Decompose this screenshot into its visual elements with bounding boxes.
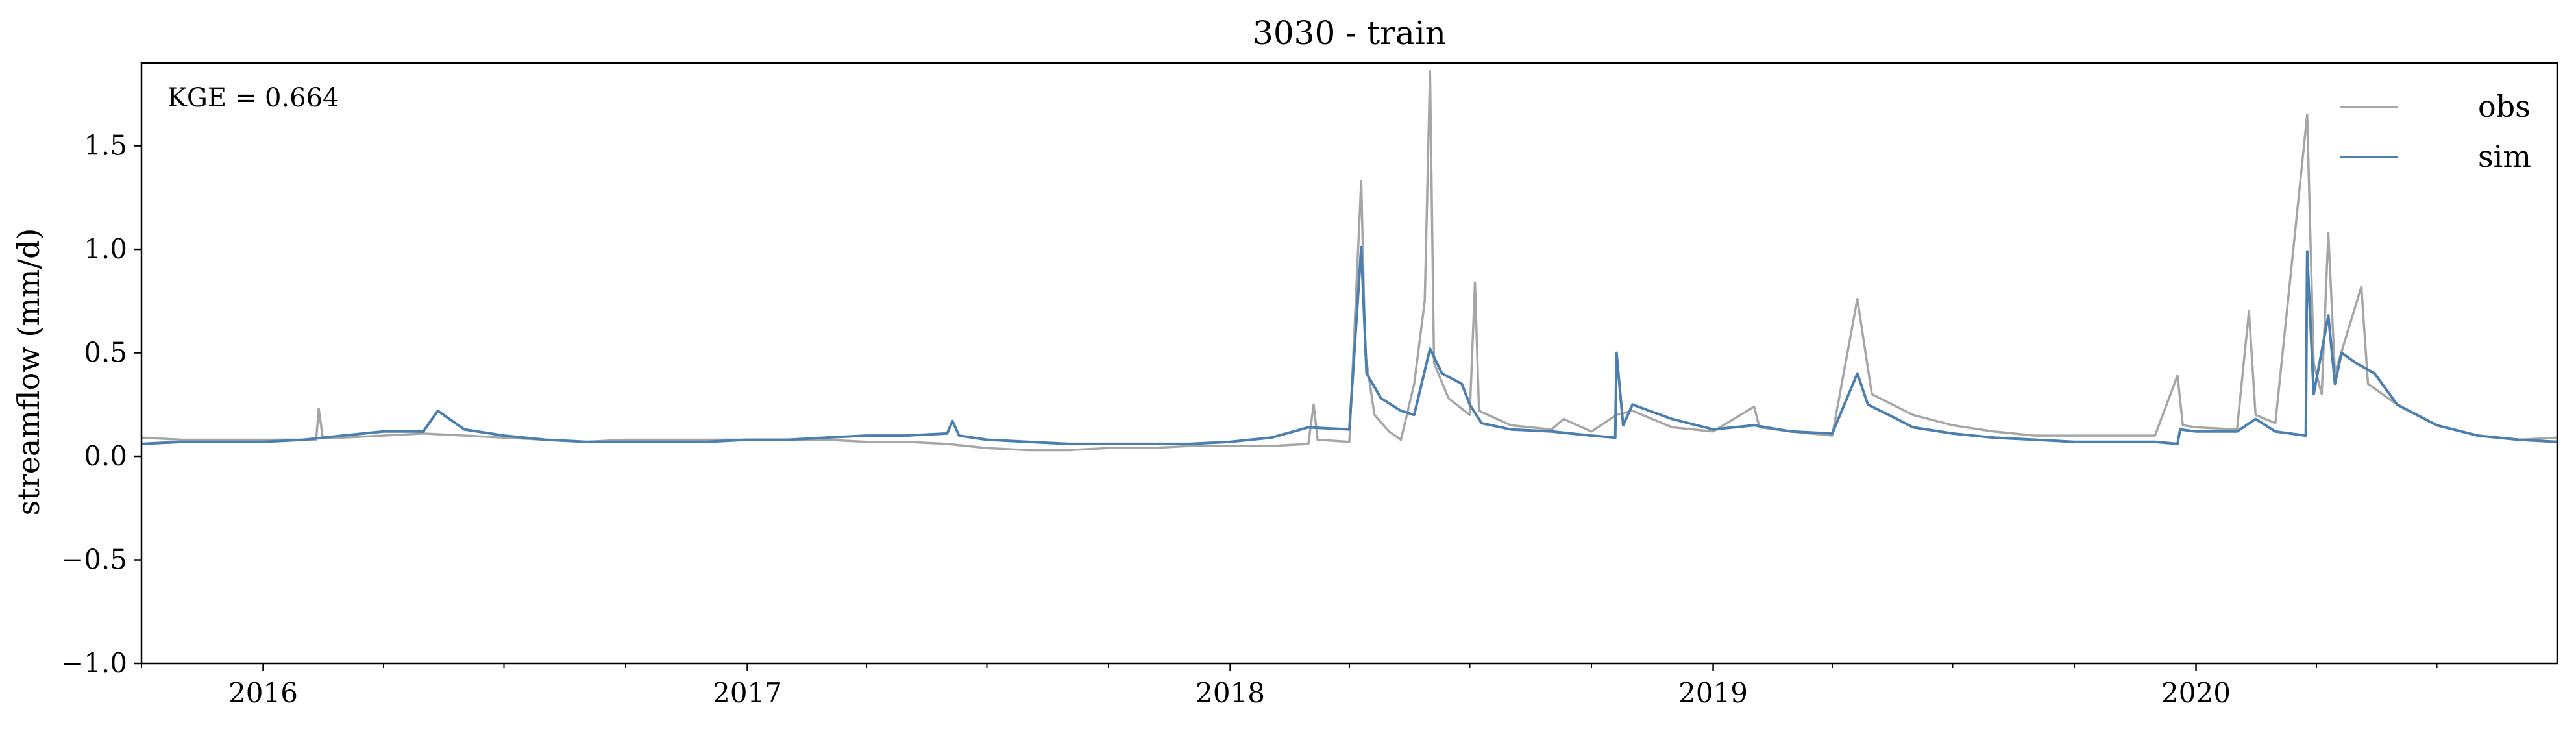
- series-layer: [141, 70, 2558, 452]
- x-axis-ticks: 2016 2017 2018 2019 2020: [141, 663, 2438, 709]
- legend-obs-label: obs: [2478, 89, 2531, 124]
- x-tick-label: 2018: [1196, 677, 1265, 709]
- series-line-obs: [141, 70, 2558, 452]
- legend: obs sim: [2340, 89, 2531, 174]
- y-tick-label: 1.0: [84, 233, 127, 265]
- plot-frame: [140, 62, 2558, 665]
- y-tick-label: 0.0: [84, 440, 127, 472]
- y-tick-label: 0.5: [84, 337, 127, 369]
- y-axis-ticks: −1.0 −0.5 0.0 0.5 1.0 1.5: [61, 130, 141, 679]
- y-axis-label: streamflow (mm/d): [11, 228, 46, 516]
- x-tick-label: 2019: [1678, 677, 1748, 709]
- kge-annotation: KGE = 0.664: [167, 83, 339, 113]
- x-tick-label: 2020: [2161, 677, 2231, 709]
- y-tick-label: −1.0: [61, 647, 127, 679]
- chart-title: 3030 - train: [1253, 14, 1446, 52]
- x-tick-label: 2017: [713, 677, 782, 709]
- legend-sim-label: sim: [2478, 139, 2531, 174]
- y-tick-label: 1.5: [84, 130, 127, 162]
- x-tick-label: 2016: [228, 677, 298, 709]
- series-line-sim: [141, 245, 2558, 445]
- y-tick-label: −0.5: [61, 544, 127, 576]
